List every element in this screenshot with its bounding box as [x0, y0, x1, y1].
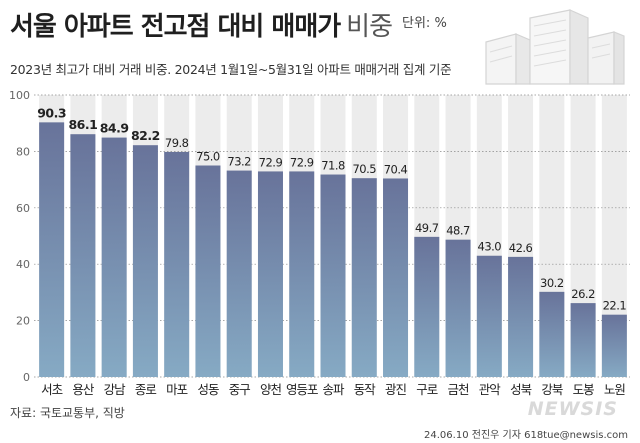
- x-tick-label: 중구: [229, 382, 251, 397]
- y-tick-label: 80: [16, 145, 30, 158]
- data-label: 84.9: [100, 121, 129, 136]
- bar: [320, 174, 346, 377]
- bar: [539, 291, 565, 377]
- bar: [257, 171, 283, 377]
- bar: [39, 122, 65, 377]
- buildings-illustration-icon: [485, 9, 625, 85]
- chart-title: 서울 아파트 전고점 대비 매매가 비중 단위: %: [10, 6, 447, 43]
- bar: [476, 255, 502, 377]
- data-label: 73.2: [227, 155, 251, 169]
- x-tick-label: 용산: [72, 382, 95, 397]
- title-sub: 비중: [346, 12, 393, 42]
- x-tick-label: 관악: [479, 382, 502, 397]
- x-tick-label: 강남: [104, 382, 127, 397]
- data-label: 72.9: [259, 155, 283, 169]
- source-note: 자료: 국토교통부, 직방: [10, 406, 125, 420]
- data-label: 79.8: [165, 136, 189, 150]
- data-label: 90.3: [37, 105, 66, 120]
- bar: [445, 239, 471, 377]
- x-tick-label: 노원: [604, 382, 626, 397]
- bar: [195, 165, 221, 377]
- bar: [351, 178, 377, 377]
- data-label: 48.7: [446, 224, 470, 238]
- y-tick-label: 20: [16, 315, 30, 328]
- bar: [508, 256, 534, 377]
- data-label: 26.2: [571, 287, 595, 301]
- x-tick-label: 영등포: [286, 382, 318, 397]
- x-tick-label: 강북: [541, 382, 563, 397]
- x-tick-label: 종로: [135, 382, 157, 397]
- credit-line: 24.06.10 전진우 기자 618tue@newsis.com: [424, 430, 628, 441]
- data-label: 43.0: [478, 240, 502, 254]
- data-label: 82.2: [131, 128, 160, 143]
- x-tick-label: 구로: [416, 382, 438, 397]
- bar: [414, 236, 440, 377]
- chart-subtitle: 2023년 최고가 대비 거래 비중. 2024년 1월1일~5월31일 아파트…: [10, 62, 452, 77]
- data-label: 22.1: [603, 299, 627, 313]
- y-tick-label: 100: [9, 89, 30, 102]
- unit-label: 단위: %: [402, 16, 447, 31]
- title-main: 서울 아파트 전고점 대비 매매가: [10, 12, 341, 42]
- data-label: 49.7: [415, 221, 439, 235]
- data-label: 42.6: [509, 241, 533, 255]
- data-label: 70.4: [384, 162, 408, 176]
- data-label: 71.8: [321, 159, 345, 173]
- data-label: 72.9: [290, 155, 314, 169]
- x-tick-label: 양천: [260, 382, 282, 397]
- data-label: 86.1: [68, 117, 97, 132]
- x-tick-label: 동작: [354, 382, 377, 397]
- bar: [101, 137, 127, 377]
- newsis-logo: NEWSIS: [527, 398, 618, 420]
- x-tick-label: 도봉: [573, 382, 595, 397]
- data-label: 70.5: [352, 162, 376, 176]
- y-tick-label: 40: [16, 258, 30, 271]
- x-tick-label: 서초: [41, 382, 63, 397]
- x-tick-label: 성북: [510, 382, 532, 397]
- x-tick-label: 마포: [166, 382, 188, 397]
- x-tick-label: 송파: [322, 382, 345, 397]
- x-tick-label: 광진: [385, 382, 407, 397]
- bar: [601, 314, 627, 377]
- bar: [289, 171, 315, 377]
- bar: [570, 303, 596, 377]
- x-tick-label: 성동: [197, 382, 219, 397]
- x-tick-label: 금천: [448, 382, 470, 397]
- bar: [226, 170, 252, 377]
- bar: [164, 151, 190, 377]
- y-tick-label: 60: [16, 202, 30, 215]
- bar: [132, 145, 158, 377]
- bar: [383, 178, 409, 377]
- data-label: 75.0: [196, 150, 220, 164]
- data-label: 30.2: [540, 276, 564, 290]
- bar: [70, 134, 96, 377]
- y-tick-label: 0: [23, 371, 30, 384]
